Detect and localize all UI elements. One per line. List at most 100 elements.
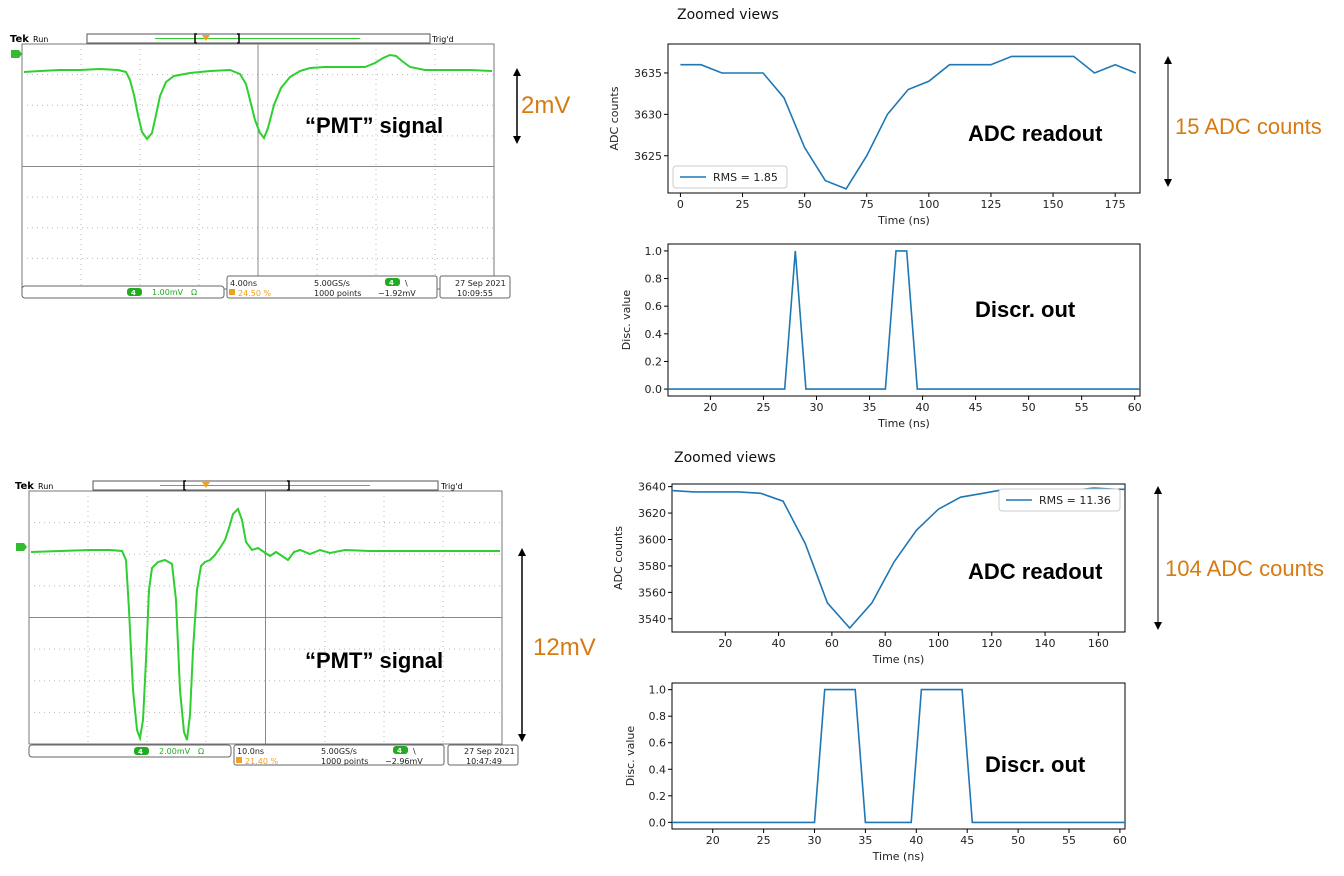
record-length: 1000 points	[314, 289, 361, 298]
scope-time: 10:09:55	[457, 289, 493, 298]
y-tick-label: 0.8	[645, 273, 663, 286]
y-tick-label: 3630	[634, 108, 662, 121]
trigger-slope: \	[413, 747, 416, 756]
x-tick-label: 175	[1105, 198, 1126, 211]
adc-readout-label-2: ADC readout	[968, 559, 1103, 584]
legend-label: RMS = 1.85	[713, 171, 778, 184]
x-tick-label: 0	[677, 198, 684, 211]
channel-ground-marker	[11, 50, 22, 58]
discriminator-chart-1: 20 25 30 35 40 45 50 55 60 0.0 0.2 0.4 0.6 0.8 1.0 Time…	[620, 243, 1142, 430]
scope-trigger-state: Trig'd	[431, 35, 454, 44]
channel-coupling: Ω	[191, 288, 197, 297]
x-tick-label: 50	[798, 198, 812, 211]
y-tick-label: 3600	[638, 534, 666, 547]
x-tick-label: 60	[1113, 834, 1127, 847]
scope-date: 27 Sep 2021	[455, 279, 506, 288]
trigger-source-badge: 4	[397, 747, 402, 755]
y-axis-label: Disc. value	[624, 726, 637, 787]
x-tick-label: 60	[825, 637, 839, 650]
time-per-div: 10.0ns	[237, 747, 264, 756]
scope-time: 10:47:49	[466, 757, 502, 766]
scope-trace-2	[30, 507, 500, 742]
x-tick-label: 100	[918, 198, 939, 211]
series-line	[680, 55, 1137, 190]
y-tick-label: 1.0	[649, 684, 667, 697]
discr-out-label-1: Discr. out	[975, 297, 1076, 322]
scope-brand: Tek	[15, 481, 34, 492]
y-tick-label: 0.8	[649, 710, 667, 723]
x-tick-label: 60	[1128, 401, 1142, 414]
svg-text:4: 4	[138, 748, 143, 756]
series-line	[672, 688, 1125, 824]
plot-frame	[671, 682, 1126, 830]
legend: RMS = 1.85	[672, 165, 788, 189]
discr-out-label-2: Discr. out	[985, 752, 1086, 777]
channel-coupling: Ω	[198, 747, 204, 756]
scope-date: 27 Sep 2021	[464, 747, 515, 756]
scope-run-state: Run	[38, 482, 53, 491]
scope-graticule-1	[21, 43, 495, 290]
channel-scale: 1.00mV	[152, 288, 184, 297]
x-tick-label: 25	[757, 834, 771, 847]
x-tick-label: 20	[706, 834, 720, 847]
time-per-div: 4.00ns	[230, 279, 257, 288]
x-tick-label: 75	[860, 198, 874, 211]
adc-readout-label-1: ADC readout	[968, 121, 1103, 146]
x-tick-label: 35	[858, 834, 872, 847]
y-tick-label: 3540	[638, 613, 666, 626]
scope-run-state: Run	[33, 35, 48, 44]
x-tick-label: 25	[736, 198, 750, 211]
plot-frame	[667, 243, 1141, 397]
trigger-position: 24.50 %	[238, 289, 271, 298]
x-tick-label: 40	[916, 401, 930, 414]
zoomed-views-title-2: Zoomed views	[674, 450, 776, 466]
channel-scale: 2.00mV	[159, 747, 191, 756]
x-tick-label: 45	[960, 834, 974, 847]
trigger-level: −1.92mV	[378, 289, 416, 298]
amplitude-label: 12mV	[533, 634, 596, 661]
adc-readout-chart-1: 0 25 50 75 100 125 150 175 3625 3630 3635 Time (ns)…	[608, 43, 1141, 227]
scope-graticule-2	[28, 490, 503, 745]
legend-box	[672, 165, 788, 189]
y-tick-label: 3625	[634, 150, 662, 163]
y-axis-label: ADC counts	[612, 526, 625, 590]
scope-trigger-state: Trig'd	[440, 482, 463, 491]
x-tick-label: 50	[1022, 401, 1036, 414]
x-tick-label: 30	[809, 401, 823, 414]
x-tick-label: 20	[703, 401, 717, 414]
channel-badge	[127, 288, 142, 296]
trigger-slope: \	[405, 279, 408, 288]
x-tick-label: 50	[1011, 834, 1025, 847]
y-tick-label: 3580	[638, 560, 666, 573]
x-tick-label: 25	[756, 401, 770, 414]
scope-screenshot-2: Tek Run Trig'd 4 2.	[15, 480, 596, 766]
sample-rate: 5.00GS/s	[321, 747, 357, 756]
trigger-position-marker	[202, 35, 210, 41]
y-tick-label: 0.6	[649, 737, 667, 750]
channel-ground-marker	[16, 543, 27, 551]
y-axis-label: ADC counts	[608, 86, 621, 150]
x-tick-label: 40	[909, 834, 923, 847]
pmt-signal-label: “PMT” signal	[305, 648, 443, 673]
scope-trace-1	[23, 53, 493, 141]
x-tick-label: 100	[928, 637, 949, 650]
discriminator-chart-2: 20 25 30 35 40 45 50 55 60 0.0 0.2 0.4 0.6 0.8 1.0 Time…	[624, 682, 1127, 863]
x-tick-label: 20	[718, 637, 732, 650]
x-tick-label: 80	[878, 637, 892, 650]
x-tick-label: 45	[969, 401, 983, 414]
x-axis-label: Time (ns)	[872, 850, 925, 863]
y-tick-label: 0.2	[645, 355, 663, 368]
zoomed-views-title-1: Zoomed views	[677, 7, 779, 23]
trigger-position-marker	[202, 482, 210, 488]
y-tick-label: 3640	[638, 481, 666, 494]
y-tick-label: 0.0	[649, 816, 667, 829]
x-tick-label: 120	[981, 637, 1002, 650]
channel-badge	[134, 747, 149, 755]
y-tick-label: 1.0	[645, 245, 663, 258]
y-tick-label: 0.4	[645, 328, 663, 341]
y-axis-label: Disc. value	[620, 290, 633, 351]
y-tick-label: 0.4	[649, 763, 667, 776]
legend-box	[998, 488, 1121, 512]
adc-span-label-2: 104 ADC counts	[1165, 556, 1324, 581]
y-tick-label: 0.2	[649, 790, 667, 803]
